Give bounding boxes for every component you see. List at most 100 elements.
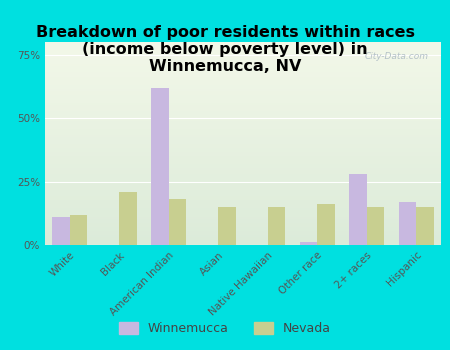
Bar <box>45 78 441 81</box>
Bar <box>45 125 441 127</box>
Bar <box>45 56 441 58</box>
Bar <box>45 204 441 206</box>
Bar <box>45 233 441 235</box>
Bar <box>45 72 441 75</box>
Bar <box>45 64 441 67</box>
Bar <box>45 113 441 115</box>
Bar <box>45 115 441 117</box>
Bar <box>45 206 441 209</box>
Bar <box>45 50 441 52</box>
Bar <box>45 198 441 200</box>
Text: Breakdown of poor residents within races
(income below poverty level) in
Winnemu: Breakdown of poor residents within races… <box>36 25 414 74</box>
Bar <box>45 209 441 210</box>
Bar <box>45 121 441 123</box>
Bar <box>45 220 441 223</box>
Bar <box>169 199 186 245</box>
Bar <box>350 174 367 245</box>
Bar <box>45 66 441 68</box>
Bar <box>45 202 441 204</box>
Bar <box>45 103 441 105</box>
Bar <box>45 107 441 109</box>
Bar <box>45 139 441 141</box>
Bar <box>45 148 441 149</box>
Bar <box>45 149 441 152</box>
Bar <box>45 172 441 174</box>
Bar <box>45 235 441 237</box>
Bar <box>45 60 441 62</box>
Bar <box>45 190 441 192</box>
Bar <box>45 48 441 50</box>
Bar <box>45 178 441 180</box>
Bar <box>416 207 434 245</box>
Bar <box>45 117 441 119</box>
Bar <box>45 105 441 107</box>
Bar <box>45 85 441 87</box>
Bar <box>45 210 441 212</box>
Bar <box>45 225 441 227</box>
Bar <box>52 217 70 245</box>
Bar <box>45 119 441 121</box>
Bar <box>45 160 441 162</box>
Bar <box>151 88 169 245</box>
Bar <box>45 131 441 133</box>
Bar <box>45 111 441 113</box>
Bar <box>45 239 441 241</box>
Bar <box>45 138 441 139</box>
Bar <box>45 196 441 198</box>
Bar <box>45 243 441 245</box>
Bar <box>45 89 441 91</box>
Bar <box>45 215 441 217</box>
Bar <box>45 200 441 202</box>
Bar <box>45 54 441 56</box>
Bar <box>45 144 441 146</box>
Bar <box>45 188 441 190</box>
Bar <box>367 207 384 245</box>
Bar <box>45 162 441 164</box>
Bar <box>45 46 441 48</box>
Bar <box>45 229 441 231</box>
Bar <box>45 231 441 233</box>
Bar <box>45 184 441 186</box>
Bar <box>45 109 441 111</box>
Bar <box>45 123 441 125</box>
Bar <box>45 68 441 70</box>
Bar <box>45 52 441 54</box>
Bar <box>45 75 441 77</box>
Bar <box>45 154 441 156</box>
Bar <box>45 129 441 131</box>
Bar <box>45 87 441 89</box>
Bar <box>45 168 441 170</box>
Bar <box>45 158 441 160</box>
Bar <box>45 141 441 144</box>
Bar <box>119 192 137 245</box>
Bar <box>45 58 441 60</box>
Bar <box>268 207 285 245</box>
Bar <box>45 70 441 72</box>
Bar <box>45 135 441 138</box>
Bar <box>45 223 441 225</box>
Bar <box>45 212 441 215</box>
Bar <box>45 194 441 196</box>
Bar <box>300 243 317 245</box>
Bar <box>45 166 441 168</box>
Bar <box>45 146 441 148</box>
Bar <box>45 174 441 176</box>
Bar <box>45 101 441 103</box>
Bar <box>399 202 416 245</box>
Text: City-Data.com: City-Data.com <box>365 52 429 61</box>
Bar <box>45 83 441 85</box>
Legend: Winnemucca, Nevada: Winnemucca, Nevada <box>114 317 336 340</box>
Bar <box>70 215 87 245</box>
Bar <box>45 42 441 44</box>
Bar <box>45 176 441 178</box>
Bar <box>45 95 441 97</box>
Bar <box>45 80 441 83</box>
Bar <box>45 227 441 229</box>
Bar <box>45 164 441 166</box>
Bar <box>45 217 441 219</box>
Bar <box>45 237 441 239</box>
Bar <box>45 156 441 158</box>
Bar <box>317 204 334 245</box>
Bar <box>45 97 441 99</box>
Bar <box>45 180 441 182</box>
